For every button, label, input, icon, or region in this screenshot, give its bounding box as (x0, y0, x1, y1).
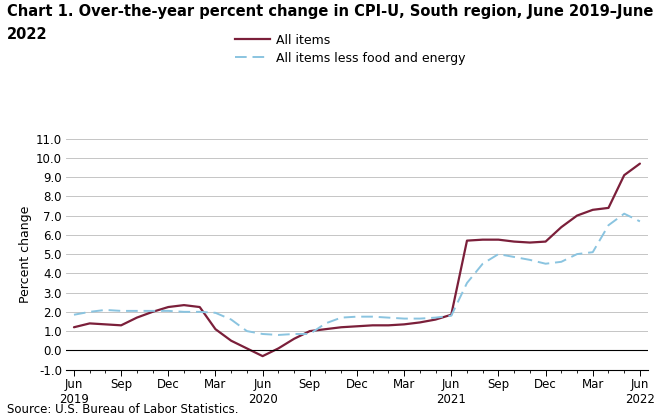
All items less food and energy (479, 261, 486, 266)
All items less food and energy (196, 309, 204, 314)
All items less food and energy (306, 331, 314, 336)
All items (227, 338, 235, 343)
All items less food and energy (400, 316, 408, 321)
All items (70, 325, 78, 330)
All items less food and energy (463, 281, 471, 286)
Text: Chart 1. Over-the-year percent change in CPI-U, South region, June 2019–June: Chart 1. Over-the-year percent change in… (7, 4, 653, 19)
All items less food and energy (101, 307, 109, 312)
Legend: All items, All items less food and energy: All items, All items less food and energ… (235, 34, 466, 65)
All items less food and energy (274, 333, 282, 338)
All items (369, 323, 377, 328)
All items less food and energy (165, 308, 173, 313)
All items (620, 173, 628, 178)
Line: All items less food and energy: All items less food and energy (74, 214, 640, 335)
All items less food and energy (290, 331, 298, 336)
Y-axis label: Percent change: Percent change (19, 205, 32, 303)
All items (400, 322, 408, 327)
All items less food and energy (510, 255, 518, 260)
All items (180, 302, 188, 307)
All items less food and energy (353, 314, 361, 319)
All items (526, 240, 534, 245)
All items less food and energy (605, 223, 613, 228)
All items (337, 325, 345, 330)
All items less food and energy (180, 309, 188, 314)
All items less food and energy (149, 308, 157, 313)
All items (636, 161, 644, 166)
All items less food and energy (70, 312, 78, 317)
All items less food and energy (258, 331, 266, 336)
All items less food and energy (117, 308, 125, 313)
All items (432, 317, 440, 322)
All items less food and energy (86, 309, 94, 314)
All items (557, 225, 565, 230)
All items (86, 321, 94, 326)
All items less food and energy (526, 257, 534, 262)
All items (290, 336, 298, 341)
All items (353, 324, 361, 329)
All items (306, 328, 314, 333)
All items (321, 327, 329, 332)
All items less food and energy (321, 321, 329, 326)
All items less food and energy (447, 313, 455, 318)
All items less food and energy (369, 314, 377, 319)
All items less food and energy (636, 219, 644, 224)
All items (243, 346, 251, 351)
All items less food and energy (541, 261, 549, 266)
Text: 2022: 2022 (7, 27, 47, 42)
All items less food and energy (494, 252, 502, 257)
All items less food and energy (133, 308, 141, 313)
All items (479, 237, 486, 242)
All items (494, 237, 502, 242)
All items less food and energy (620, 211, 628, 216)
All items less food and energy (432, 315, 440, 320)
All items less food and energy (212, 310, 219, 315)
All items (101, 322, 109, 327)
All items less food and energy (589, 249, 597, 255)
All items (416, 320, 424, 325)
Line: All items: All items (74, 164, 640, 356)
All items (510, 239, 518, 244)
All items less food and energy (557, 259, 565, 264)
All items less food and energy (337, 315, 345, 320)
All items (274, 346, 282, 351)
All items less food and energy (573, 252, 581, 257)
All items (133, 315, 141, 320)
All items (117, 323, 125, 328)
All items (149, 309, 157, 314)
All items (605, 205, 613, 210)
All items (589, 207, 597, 213)
All items (541, 239, 549, 244)
All items less food and energy (416, 316, 424, 321)
All items (447, 312, 455, 317)
All items (212, 327, 219, 332)
All items (463, 238, 471, 243)
All items (573, 213, 581, 218)
All items (385, 323, 393, 328)
All items less food and energy (385, 315, 393, 320)
All items (258, 354, 266, 359)
All items less food and energy (243, 328, 251, 333)
All items (196, 304, 204, 310)
Text: Source: U.S. Bureau of Labor Statistics.: Source: U.S. Bureau of Labor Statistics. (7, 403, 238, 416)
All items (165, 304, 173, 310)
All items less food and energy (227, 317, 235, 322)
